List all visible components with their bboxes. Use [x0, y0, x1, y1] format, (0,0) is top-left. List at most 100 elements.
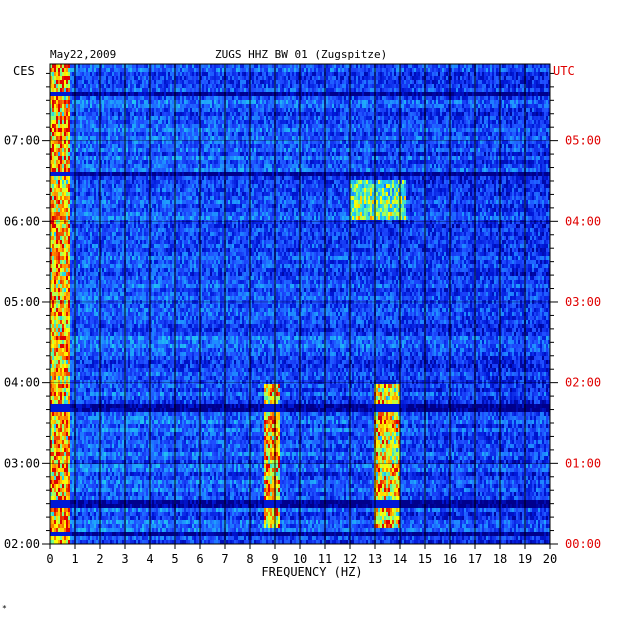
- heatmap-cell: [468, 136, 470, 140]
- heatmap-cell: [358, 104, 360, 108]
- heatmap-cell: [290, 96, 292, 100]
- heatmap-cell: [194, 100, 196, 104]
- heatmap-cell: [414, 128, 416, 132]
- heatmap-cell: [380, 128, 382, 132]
- heatmap-cell: [88, 108, 90, 112]
- heatmap-cell: [440, 112, 442, 116]
- heatmap-cell: [162, 68, 164, 72]
- heatmap-cell: [488, 68, 490, 72]
- heatmap-cell: [154, 80, 156, 84]
- heatmap-cell: [332, 76, 334, 80]
- heatmap-cell: [76, 120, 78, 124]
- heatmap-cell: [292, 76, 294, 80]
- heatmap-cell: [188, 124, 190, 128]
- heatmap-cell: [458, 76, 460, 80]
- heatmap-cell: [480, 116, 482, 120]
- heatmap-cell: [406, 64, 408, 68]
- heatmap-cell: [284, 96, 286, 100]
- heatmap-cell: [538, 88, 540, 92]
- heatmap-cell: [358, 120, 360, 124]
- heatmap-cell: [314, 108, 316, 112]
- heatmap-cell: [230, 136, 232, 140]
- heatmap-cell: [462, 136, 464, 140]
- heatmap-cell: [486, 132, 488, 136]
- heatmap-cell: [488, 104, 490, 108]
- heatmap-cell: [434, 88, 436, 92]
- heatmap-cell: [528, 80, 530, 84]
- heatmap-cell: [230, 84, 232, 88]
- heatmap-cell: [338, 128, 340, 132]
- heatmap-cell: [218, 136, 220, 140]
- heatmap-cell: [536, 80, 538, 84]
- heatmap-cell: [136, 100, 138, 104]
- heatmap-cell: [246, 132, 248, 136]
- heatmap-cell: [456, 100, 458, 104]
- heatmap-cell: [242, 108, 244, 112]
- heatmap-cell: [522, 72, 524, 76]
- heatmap-cell: [396, 92, 398, 96]
- heatmap-cell: [138, 108, 140, 112]
- heatmap-cell: [426, 80, 428, 84]
- heatmap-cell: [346, 132, 348, 136]
- heatmap-cell: [184, 124, 186, 128]
- heatmap-cell: [478, 112, 480, 116]
- heatmap-cell: [510, 112, 512, 116]
- heatmap-cell: [444, 124, 446, 128]
- heatmap-cell: [518, 76, 520, 80]
- heatmap-cell: [108, 120, 110, 124]
- heatmap-cell: [392, 120, 394, 124]
- heatmap-cell: [60, 112, 62, 116]
- heatmap-cell: [276, 88, 278, 92]
- heatmap-cell: [440, 80, 442, 84]
- heatmap-cell: [370, 128, 372, 132]
- heatmap-cell: [212, 108, 214, 112]
- heatmap-cell: [310, 76, 312, 80]
- heatmap-cell: [284, 84, 286, 88]
- heatmap-cell: [154, 136, 156, 140]
- heatmap-cell: [432, 112, 434, 116]
- heatmap-cell: [318, 96, 320, 100]
- heatmap-cell: [194, 128, 196, 132]
- heatmap-cell: [140, 104, 142, 108]
- heatmap-cell: [496, 96, 498, 100]
- heatmap-cell: [268, 80, 270, 84]
- heatmap-cell: [56, 84, 58, 88]
- heatmap-cell: [396, 132, 398, 136]
- heatmap-cell: [280, 88, 282, 92]
- heatmap-cell: [56, 136, 58, 140]
- heatmap-cell: [206, 72, 208, 76]
- heatmap-cell: [154, 88, 156, 92]
- heatmap-cell: [130, 96, 132, 100]
- heatmap-cell: [60, 88, 62, 92]
- heatmap-cell: [310, 68, 312, 72]
- heatmap-cell: [76, 92, 78, 96]
- heatmap-cell: [410, 88, 412, 92]
- heatmap-cell: [238, 96, 240, 100]
- heatmap-cell: [158, 100, 160, 104]
- heatmap-cell: [478, 116, 480, 120]
- heatmap-cell: [470, 76, 472, 80]
- heatmap-cell: [280, 64, 282, 68]
- heatmap-cell: [238, 84, 240, 88]
- heatmap-cell: [308, 76, 310, 80]
- heatmap-cell: [416, 108, 418, 112]
- heatmap-cell: [308, 84, 310, 88]
- heatmap-cell: [432, 136, 434, 140]
- heatmap-cell: [170, 72, 172, 76]
- heatmap-cell: [160, 72, 162, 76]
- heatmap-cell: [152, 64, 154, 68]
- heatmap-cell: [166, 124, 168, 128]
- heatmap-cell: [162, 128, 164, 132]
- heatmap-cell: [452, 84, 454, 88]
- heatmap-cell: [204, 76, 206, 80]
- heatmap-cell: [88, 136, 90, 140]
- heatmap-cell: [376, 124, 378, 128]
- heatmap-cell: [504, 128, 506, 132]
- heatmap-cell: [514, 104, 516, 108]
- heatmap-cell: [58, 100, 60, 104]
- heatmap-cell: [334, 104, 336, 108]
- heatmap-cell: [236, 124, 238, 128]
- heatmap-cell: [322, 100, 324, 104]
- heatmap-cell: [532, 68, 534, 72]
- heatmap-cell: [66, 116, 68, 120]
